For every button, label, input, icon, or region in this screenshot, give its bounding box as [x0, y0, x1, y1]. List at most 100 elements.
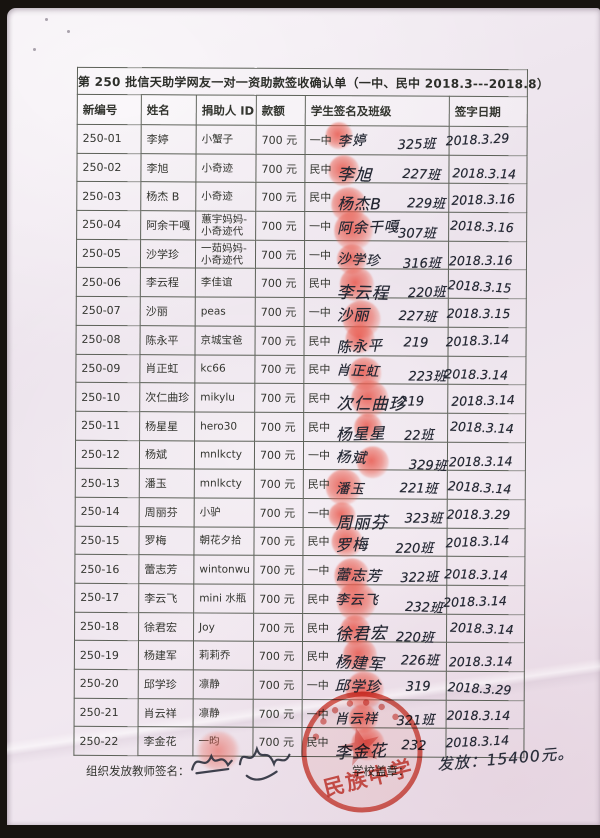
signature-cell: 一中 沙丽 227班 [304, 297, 449, 339]
date-cell: 2018.3.14 [448, 154, 528, 185]
school-label: 民中 [309, 191, 332, 205]
table-row: 250-20 邱学珍 凛静 700 元一中 邱学珍 319 2018.3.29 [74, 669, 525, 710]
signature-cell: 民中 罗梅 220班 [302, 525, 448, 557]
date-cell: 2018.3.14 [445, 527, 526, 557]
student-signature: 陈永平 [336, 338, 384, 357]
row-id-cell: 250-03 [76, 181, 141, 211]
signature-cell: 民中 徐君宏 220班 [302, 613, 447, 646]
student-name-cell: 周丽芬 [139, 497, 195, 527]
signature-cell: 一中 李婷 325班 [305, 122, 450, 155]
school-label: 民中 [308, 334, 331, 348]
class-number: 226班 [400, 653, 439, 670]
amount-cell: 700 元 [254, 383, 304, 413]
school-label: 民中 [306, 736, 329, 750]
sign-date: 2018.3.14 [444, 365, 509, 383]
document-title: 第 250 批信天助学网友一对一资助款签收确认单（一中、民中 2018.3---… [77, 67, 549, 97]
row-id-cell: 250-17 [74, 583, 139, 613]
signature-cell: 民中 陈永平 219 [303, 324, 449, 357]
class-number: 325班 [397, 137, 436, 154]
signature-cell: 民中 李云飞 232班 [302, 582, 447, 622]
amount-cell: 700 元 [255, 268, 305, 298]
amount-cell: 700 元 [253, 641, 303, 671]
student-signature: 沙学珍 [336, 250, 381, 270]
class-number: 323班 [404, 511, 443, 527]
student-signature: 李婷 [337, 132, 368, 150]
class-number: 219 [399, 394, 425, 410]
row-id-cell: 250-04 [76, 210, 141, 240]
table-row: 250-14 周丽芬 小驴 700 元一中 周丽芬 323班 2018.3.29 [75, 497, 526, 533]
student-signature: 杨斌 [335, 448, 368, 467]
class-number: 322班 [400, 570, 439, 587]
donor-id-cell: 莉莉乔 [193, 641, 254, 671]
school-label: 民中 [308, 420, 331, 434]
date-cell: 2018.3.16 [448, 241, 527, 271]
signature-cell: 一中 蕾志芳 322班 [302, 555, 447, 594]
student-name-cell: 李金花 [137, 727, 194, 757]
col-header-amount: 款额 [256, 95, 306, 126]
date-cell: 2018.3.14 [446, 613, 525, 644]
signature-cell: 民中 潘玉 221班 [303, 469, 448, 506]
table-row: 250-05 沙学珍 一茹妈妈-小奇迹代 700 元一中 沙学珍 316班 2018.3.1… [76, 239, 527, 275]
receipt-form: 第 250 批信天助学网友一对一资助款签收确认单（一中、民中 2018.3---… [73, 67, 549, 763]
sign-date: 2018.3.14 [446, 707, 511, 723]
col-header-name: 姓名 [141, 94, 197, 125]
date-cell: 2018.3.14 [444, 355, 527, 385]
row-id-cell: 250-05 [76, 239, 141, 269]
student-name-cell: 李旭 [140, 153, 197, 183]
sign-date: 2018.3.14 [447, 478, 512, 497]
table-row: 250-10 次仁曲珍 mikylu 700 元民中 次仁曲珍 219 2018.3.14 [75, 380, 526, 418]
signature-cell: 民中 李云程 220班 [304, 267, 449, 303]
student-name-cell: 罗梅 [138, 526, 195, 556]
donor-id-cell: 一茹妈妈-小奇迹代 [195, 239, 256, 269]
donor-id-cell: 朝花夕拾 [193, 526, 255, 556]
school-label: 一中 [309, 219, 332, 234]
sign-date: 2018.3.14 [443, 592, 508, 610]
class-number: 227班 [402, 166, 441, 184]
fingerprint-mark [342, 638, 378, 673]
amount-cell: 700 元 [254, 498, 304, 528]
amount-cell: 700 元 [253, 526, 304, 556]
table-row: 250-21 肖云祥 凛静 700 元一中 肖云祥 321班 2018.3.14 [74, 698, 525, 734]
donor-id-cell: 小奇迹 [195, 182, 256, 212]
table-row: 250-06 李云程 李佳谊 700 元民中 李云程 220班 2018.3.15 [76, 267, 527, 303]
donor-id-cell: wintonwu [193, 555, 254, 585]
col-header-id: 新编号 [77, 94, 142, 125]
student-name-cell: 沙学珍 [140, 239, 196, 269]
amount-cell: 700 元 [253, 555, 303, 585]
sign-date: 2018.3.14 [451, 392, 516, 410]
col-header-donor-id: 捐助人 ID [196, 94, 257, 126]
school-label: 民中 [307, 592, 330, 606]
school-label: 一中 [307, 564, 330, 578]
donor-id-cell: 凛静 [193, 698, 254, 728]
row-id-cell: 250-18 [74, 611, 139, 642]
donor-id-cell: mnlkcty [194, 440, 255, 470]
school-label: 一中 [308, 306, 331, 320]
class-number: 321班 [396, 712, 435, 729]
date-cell: 2018.3.15 [447, 298, 527, 328]
table-row: 250-08 陈永平 京城宝爸 700 元民中 陈永平 219 2018.3.14 [76, 324, 527, 357]
row-id-cell: 250-22 [73, 726, 139, 756]
student-signature: 肖正虹 [336, 361, 381, 380]
fingerprint-mark [328, 502, 356, 530]
amount-cell: 700 元 [253, 584, 303, 614]
date-cell: 2018.3.14 [444, 556, 525, 586]
student-signature: 李云飞 [335, 592, 379, 609]
row-id-cell: 250-07 [76, 296, 141, 326]
school-label: 民中 [308, 277, 331, 291]
class-number: 307班 [398, 226, 436, 242]
sign-date: 2018.3.29 [446, 506, 511, 523]
table-row: 250-16 蕾志芳 wintonwu 700 元一中 蕾志芳 322班 2018.3.14 [74, 554, 525, 594]
student-signature: 次仁曲珍 [336, 394, 407, 414]
amount-cell: 700 元 [255, 297, 305, 327]
school-label: 民中 [309, 162, 332, 176]
class-number: 221班 [399, 481, 438, 498]
amount-cell: 700 元 [254, 354, 304, 384]
class-number: 223班 [408, 369, 447, 385]
date-cell: 2018.3.14 [447, 441, 526, 471]
date-cell: 2018.3.15 [447, 269, 527, 299]
signature-cell: 民中 李金花 232 [301, 727, 447, 763]
sign-date: 2018.3.14 [449, 418, 515, 437]
table-row: 250-19 杨建军 莉莉乔 700 元民中 杨建军 226班 2018.3.14 [74, 638, 525, 674]
student-name-cell: 阿余干嘎 [140, 210, 196, 240]
table-row: 250-17 李云飞 mini 水瓶 700 元民中 李云飞 232班 2018.3.14 [74, 582, 525, 622]
